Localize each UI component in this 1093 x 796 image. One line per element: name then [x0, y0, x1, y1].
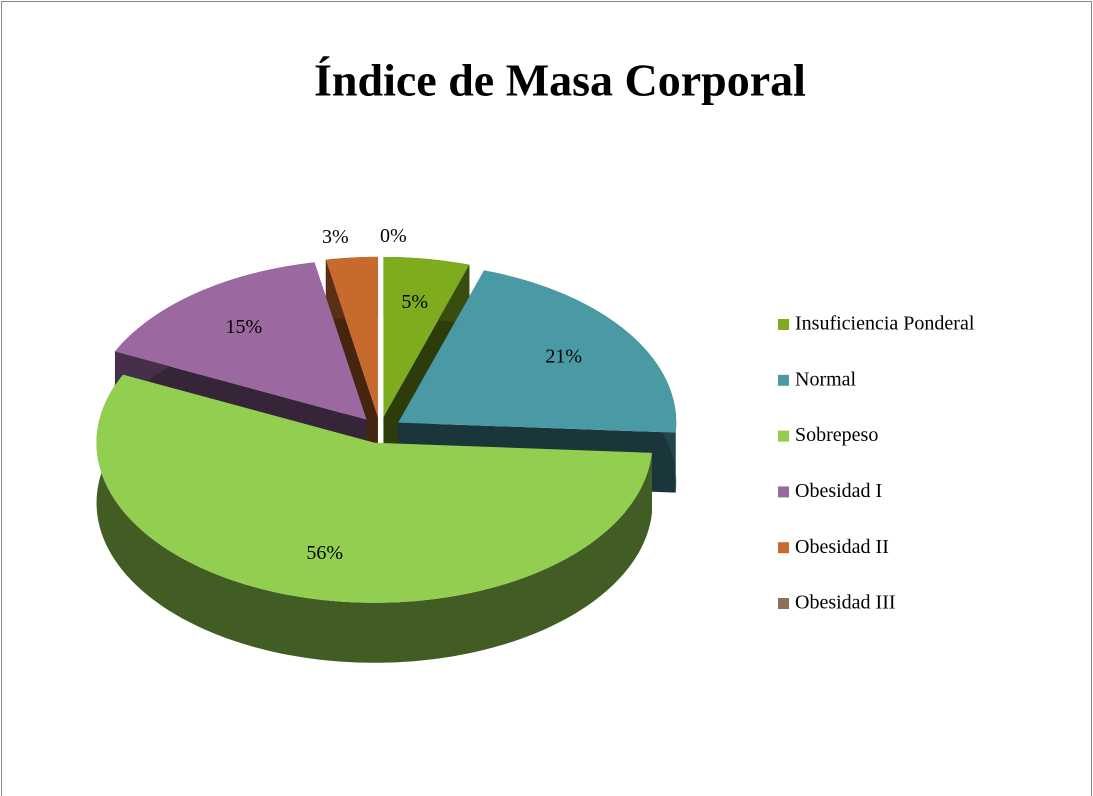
legend-swatch	[778, 430, 789, 442]
slice	[96, 374, 652, 663]
chart-title: Índice de Masa Corporal	[314, 55, 806, 106]
data-label: 5%	[401, 291, 428, 313]
slice-side	[96, 374, 652, 663]
legend-label: Obesidad I	[795, 480, 882, 502]
legend-label: Obesidad III	[795, 592, 896, 614]
legend-label: Sobrepeso	[795, 424, 878, 446]
data-label: 21%	[545, 345, 582, 367]
legend-swatch	[778, 374, 789, 386]
legend-label: Obesidad II	[795, 536, 889, 558]
slice-top	[398, 270, 677, 433]
slice-top	[383, 256, 470, 417]
data-label: 56%	[306, 542, 343, 564]
legend-swatch	[778, 542, 789, 554]
legend-label: Normal	[795, 368, 857, 390]
legend-label: Insuficiencia Ponderal	[795, 313, 975, 335]
slice-top	[96, 374, 652, 603]
legend-swatch	[778, 598, 789, 609]
data-label: 3%	[322, 226, 349, 248]
slice-top	[114, 262, 367, 420]
data-label: 0%	[380, 225, 407, 247]
legend-swatch	[778, 319, 789, 330]
data-label: 15%	[226, 316, 263, 338]
legend-swatch	[778, 486, 789, 498]
slice-top	[325, 256, 378, 417]
